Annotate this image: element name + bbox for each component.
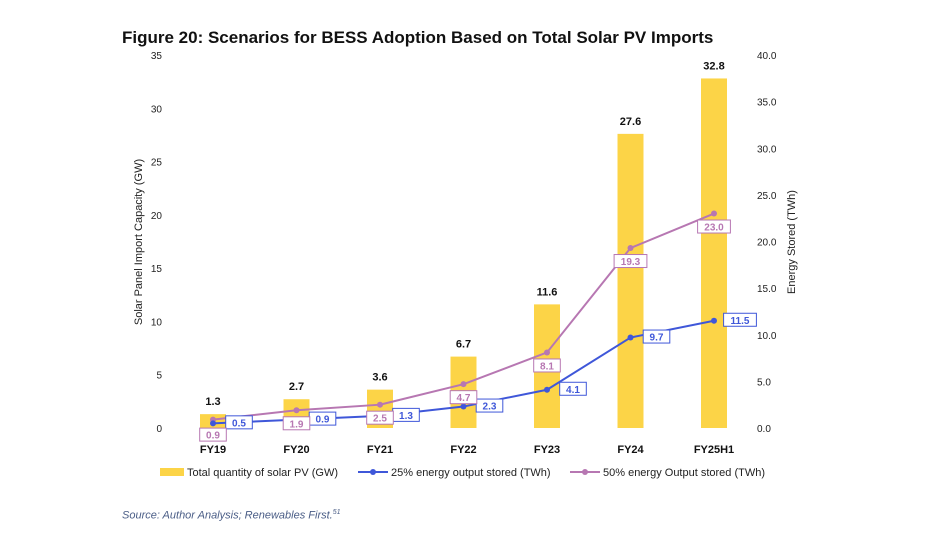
series-50-data-label: 0.9 — [206, 431, 220, 442]
x-tick-label: FY23 — [534, 444, 560, 456]
right-y-tick-label: 30.0 — [757, 144, 777, 155]
series-50-data-label: 19.3 — [621, 257, 641, 268]
legend-25-marker — [370, 469, 376, 475]
left-y-tick-label: 30 — [151, 104, 163, 115]
x-tick-label: FY20 — [283, 444, 309, 456]
left-y-tick-label: 35 — [151, 51, 163, 62]
right-y-tick-label: 15.0 — [757, 284, 777, 295]
chart-area: 0 5 10 15 20 25 30 35 0.0 5.0 10.0 15.0 20.0 25.0 30.0… — [133, 51, 798, 479]
series-50-label-box — [449, 390, 478, 405]
series-25-data-label: 1.3 — [399, 411, 413, 422]
x-tick-label: FY22 — [450, 444, 476, 456]
right-y-tick-label: 5.0 — [757, 377, 771, 388]
series-50-label-box — [366, 410, 394, 425]
series-25-label-box — [559, 381, 587, 396]
series-25-data-label: 0.9 — [316, 415, 330, 426]
series-25-point — [210, 420, 216, 427]
series-50-data-label: 1.9 — [290, 419, 304, 430]
series-50-label-box — [613, 254, 648, 269]
right-y-tick-label: 20.0 — [757, 238, 777, 249]
bar — [617, 133, 644, 428]
left-y-tick-label: 0 — [156, 424, 162, 435]
series-50-label-box — [533, 358, 561, 373]
bar-data-label: 1.3 — [205, 396, 220, 408]
series-50-data-label: 2.5 — [373, 414, 387, 425]
series-50-point — [544, 349, 550, 356]
left-y-tick-label: 5 — [156, 371, 162, 382]
bar — [701, 78, 727, 429]
series-25-point — [460, 403, 467, 410]
right-y-tick-label: 40.0 — [757, 51, 777, 62]
series-25-label-box — [225, 415, 253, 430]
right-y-tick-label: 35.0 — [757, 98, 777, 109]
legend-bar-swatch — [160, 468, 184, 476]
series-25-point — [627, 334, 634, 341]
x-tick-label: FY25H1 — [694, 444, 734, 456]
source-footnote: 51 — [332, 509, 341, 516]
bar-data-label: 6.7 — [456, 339, 471, 351]
series-25-data-label: 11.5 — [731, 316, 750, 327]
series-25-data-label: 0.5 — [232, 418, 246, 429]
series-50-point — [711, 210, 717, 217]
series-50-data-label: 8.1 — [540, 361, 554, 372]
series-25-data-label: 4.1 — [566, 385, 580, 396]
source-text: Source: Author Analysis; Renewables Firs… — [122, 509, 333, 522]
series-50-data-label: 4.7 — [457, 393, 471, 404]
bar-data-label: 32.8 — [703, 60, 724, 72]
legend-50-label: 50% energy Output stored (TWh) — [603, 467, 765, 479]
right-y-tick-label: 10.0 — [757, 331, 777, 342]
series-50-point — [293, 407, 300, 414]
bar-data-label: 2.7 — [289, 381, 304, 393]
series-50-point — [627, 245, 634, 252]
x-tick-label: FY24 — [617, 444, 644, 456]
chart-title: Figure 20: Scenarios for BESS Adoption B… — [122, 28, 714, 47]
series-50-data-label: 23.0 — [704, 223, 724, 234]
left-y-tick-label: 10 — [151, 317, 163, 328]
series-50-point — [460, 381, 467, 388]
series-50-label-box — [199, 427, 227, 442]
series-50-label-box — [697, 219, 731, 234]
series-25-label-box — [475, 398, 504, 413]
right-y-tick-label: 0.0 — [757, 424, 771, 435]
left-axis-title: Solar Panel Import Capacity (GW) — [133, 159, 145, 325]
series-50-label-box — [282, 416, 311, 431]
series-25-point — [544, 386, 550, 393]
bar-data-label: 27.6 — [620, 116, 641, 128]
series-25-data-label: 9.7 — [650, 333, 664, 344]
series-25-label-box — [723, 312, 757, 327]
legend-bar-label: Total quantity of solar PV (GW) — [187, 467, 338, 479]
left-y-tick-label: 25 — [151, 158, 163, 169]
series-25-label-box — [642, 329, 671, 344]
bar-data-label: 3.6 — [372, 372, 387, 384]
right-axis-title: Energy Stored (TWh) — [786, 190, 798, 294]
left-y-tick-label: 20 — [151, 211, 163, 222]
source-note: Source: Author Analysis; Renewables Firs… — [122, 509, 341, 522]
x-tick-label: FY19 — [200, 444, 226, 456]
series-25-point — [711, 317, 717, 324]
left-y-tick-label: 15 — [151, 264, 163, 275]
series-50-point — [377, 401, 383, 408]
series-25-data-label: 2.3 — [483, 402, 497, 413]
legend-50-marker — [582, 469, 588, 475]
x-tick-label: FY21 — [367, 444, 393, 456]
right-y-tick-label: 25.0 — [757, 191, 777, 202]
legend-25-label: 25% energy output stored (TWh) — [391, 467, 551, 479]
bar-data-label: 11.6 — [537, 286, 558, 298]
